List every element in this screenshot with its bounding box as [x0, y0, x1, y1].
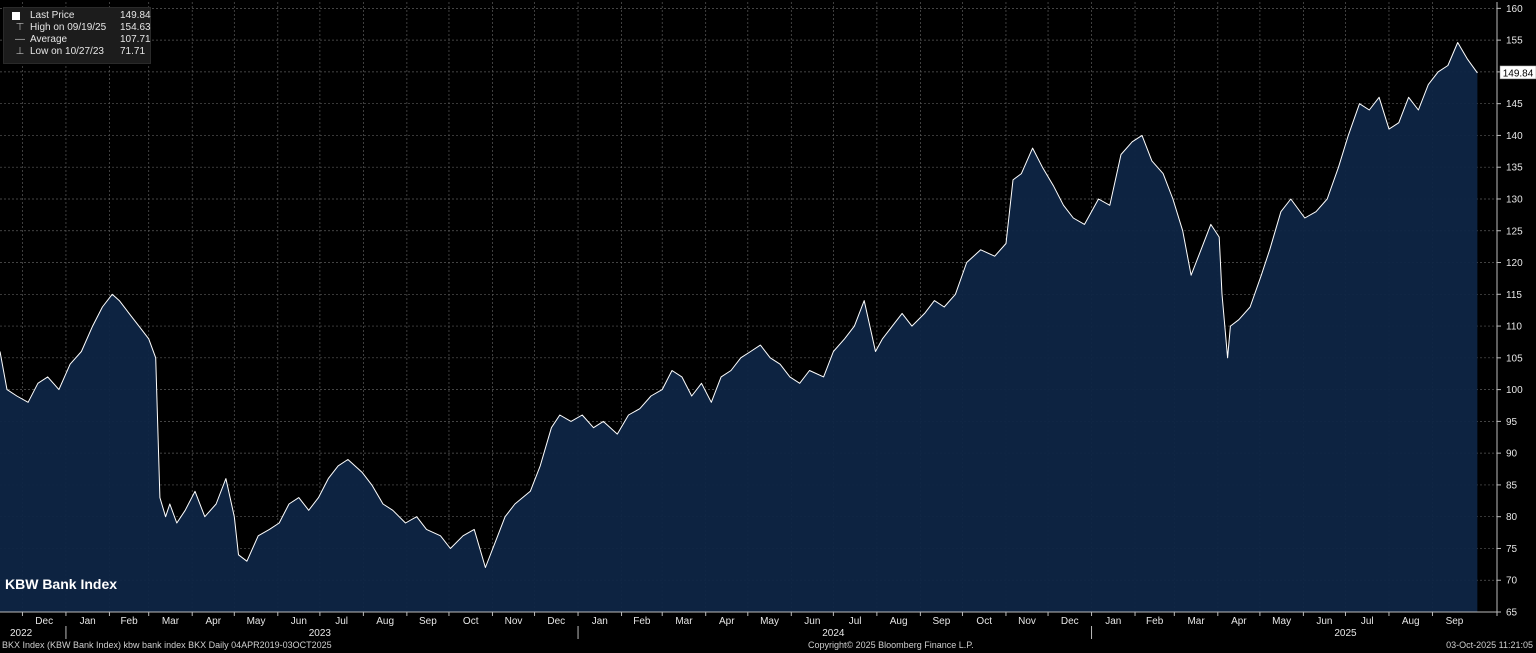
- legend-label: Last Price: [30, 10, 75, 21]
- y-tick-label: 145: [1506, 99, 1523, 110]
- x-tick-label: Jun: [804, 616, 820, 627]
- x-tick-label: Dec: [35, 616, 53, 627]
- legend-label: Low on 10/27/23: [30, 46, 104, 57]
- x-tick-label: Aug: [890, 616, 908, 627]
- y-tick-label: 115: [1506, 290, 1522, 301]
- average-marker-icon: —: [15, 34, 25, 45]
- x-year-label: 2024: [822, 628, 845, 639]
- y-tick-label: 90: [1506, 449, 1518, 460]
- x-tick-label: Jul: [849, 616, 862, 627]
- y-tick-label: 95: [1506, 417, 1518, 428]
- x-tick-label: May: [247, 616, 266, 627]
- square-icon: [12, 12, 20, 20]
- chart-title: KBW Bank Index: [5, 576, 118, 592]
- y-tick-label: 160: [1506, 4, 1523, 15]
- legend: Last Price 149.84 ⊤ High on 09/19/25 154…: [3, 7, 151, 64]
- legend-value: 154.63: [120, 22, 151, 33]
- x-tick-label: Mar: [162, 616, 180, 627]
- x-tick-label: Jul: [1361, 616, 1374, 627]
- x-tick-label: Aug: [1402, 616, 1420, 627]
- footer-description: BKX Index (KBW Bank Index) kbw bank inde…: [2, 640, 332, 650]
- x-tick-label: Oct: [463, 616, 479, 627]
- x-tick-label: Apr: [205, 616, 221, 627]
- y-tick-label: 130: [1506, 194, 1523, 205]
- x-tick-label: Feb: [120, 616, 138, 627]
- legend-value: 149.84: [120, 10, 151, 21]
- x-tick-label: Apr: [719, 616, 735, 627]
- y-tick-label: 155: [1506, 36, 1523, 47]
- x-tick-label: Jan: [592, 616, 608, 627]
- high-marker-icon: ⊤: [15, 22, 25, 33]
- x-tick-label: Aug: [376, 616, 394, 627]
- footer-timestamp: 03-Oct-2025 11:21:05: [1446, 640, 1533, 650]
- y-tick-label: 125: [1506, 226, 1523, 237]
- x-tick-label: Jan: [80, 616, 96, 627]
- legend-value: 107.71: [120, 34, 151, 45]
- x-tick-label: May: [1272, 616, 1291, 627]
- x-tick-label: Sep: [1446, 616, 1464, 627]
- x-tick-label: Jul: [335, 616, 348, 627]
- y-tick-label: 80: [1506, 512, 1518, 523]
- y-tick-label: 135: [1506, 163, 1523, 174]
- y-tick-label: 110: [1506, 322, 1522, 333]
- price-area: [0, 42, 1478, 612]
- x-year-label: 2022: [10, 628, 33, 639]
- last-price-tag: 149.84: [1499, 65, 1536, 80]
- y-tick-label: 105: [1506, 353, 1523, 364]
- legend-label: Average: [30, 34, 68, 45]
- x-year-label: 2025: [1334, 628, 1357, 639]
- y-tick-label: 70: [1506, 576, 1518, 587]
- x-tick-label: May: [760, 616, 779, 627]
- last-price-tag-label: 149.84: [1503, 68, 1534, 79]
- x-tick-label: Mar: [675, 616, 693, 627]
- x-tick-label: Jun: [291, 616, 307, 627]
- price-line: [0, 42, 1478, 568]
- footer-copyright: Copyright© 2025 Bloomberg Finance L.P.: [808, 640, 974, 650]
- x-tick-label: Sep: [933, 616, 951, 627]
- low-marker-icon: ⊥: [15, 46, 25, 57]
- y-tick-label: 65: [1506, 608, 1518, 619]
- x-tick-label: Nov: [505, 616, 523, 627]
- last-price-tag-box: [1499, 65, 1536, 80]
- x-tick-label: Dec: [547, 616, 565, 627]
- x-tick-label: Jan: [1105, 616, 1121, 627]
- y-tick-label: 100: [1506, 385, 1523, 396]
- legend-value: 71.71: [120, 46, 146, 57]
- x-tick-label: Nov: [1018, 616, 1036, 627]
- x-tick-label: Jun: [1316, 616, 1332, 627]
- x-tick-label: Feb: [1146, 616, 1164, 627]
- legend-label: High on 09/19/25: [30, 22, 107, 33]
- y-tick-label: 75: [1506, 544, 1518, 555]
- x-tick-label: Oct: [976, 616, 992, 627]
- x-tick-label: Mar: [1187, 616, 1205, 627]
- x-tick-label: Dec: [1061, 616, 1079, 627]
- y-tick-label: 85: [1506, 480, 1518, 491]
- y-tick-label: 120: [1506, 258, 1523, 269]
- y-axis: 65 70 75 80 85 90 95 100 105 110 115 120 125 130 135 14…: [1496, 2, 1536, 619]
- x-tick-label: Apr: [1231, 616, 1247, 627]
- x-tick-label: Feb: [633, 616, 651, 627]
- y-tick-label: 140: [1506, 131, 1523, 142]
- x-tick-label: Sep: [419, 616, 437, 627]
- x-axis: Dec Jan Feb Mar Apr May Jun Jul Aug Sep Oct Nov Dec J…: [0, 611, 1497, 639]
- area-layer: [0, 42, 1478, 612]
- x-year-label: 2023: [309, 628, 332, 639]
